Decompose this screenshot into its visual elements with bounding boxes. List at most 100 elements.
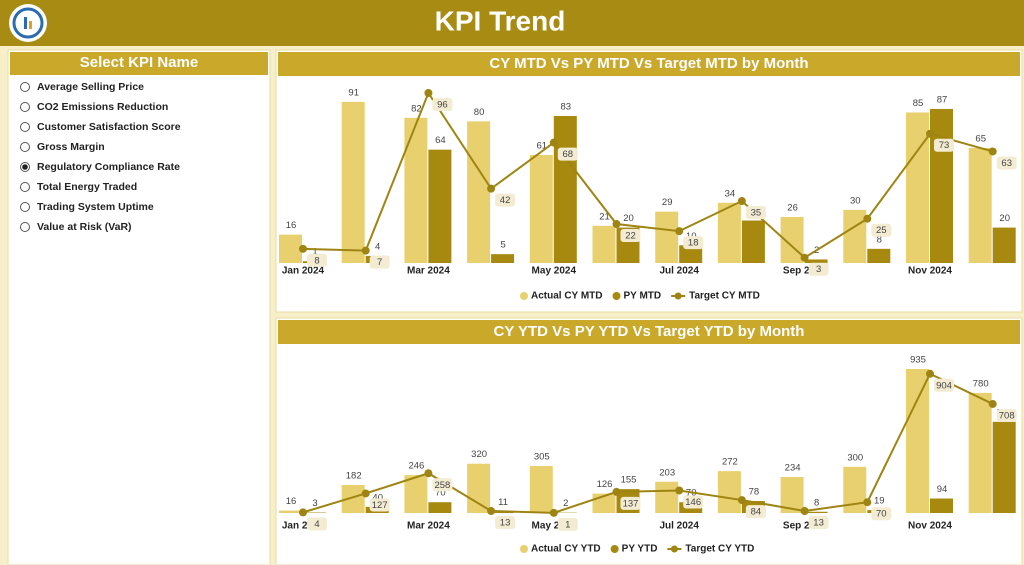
data-label: 11: [498, 497, 508, 508]
target-marker: [926, 369, 934, 378]
radio-button[interactable]: [20, 142, 30, 152]
data-label: 935: [910, 355, 926, 366]
slicer-option[interactable]: Customer Satisfaction Score: [37, 121, 181, 133]
data-label: 127: [372, 500, 388, 511]
data-label: 8: [814, 497, 819, 508]
x-tick-label: Jul 2024: [659, 521, 699, 532]
label-box: [934, 378, 954, 392]
target-marker: [863, 214, 872, 223]
data-label: 305: [534, 452, 550, 463]
data-label: 83: [561, 102, 572, 113]
bar: [780, 476, 804, 513]
logo-bar: [29, 21, 32, 29]
bar: [968, 147, 992, 263]
data-label: 19: [874, 496, 885, 507]
radio-button[interactable]: [20, 222, 30, 232]
data-label: 203: [659, 467, 675, 478]
data-label: 40: [372, 492, 383, 503]
data-label: 85: [913, 98, 924, 109]
data-label: 30: [850, 195, 861, 206]
data-label: 35: [751, 208, 762, 219]
data-label: 25: [876, 225, 887, 236]
label-box: [808, 515, 829, 529]
chart-header: [278, 52, 1020, 76]
bar: [992, 227, 1016, 263]
target-marker: [487, 184, 496, 193]
data-label: 137: [623, 498, 639, 509]
label-box: [495, 515, 516, 529]
slicer-option[interactable]: Average Selling Price: [37, 81, 144, 93]
slicer-panel: [7, 49, 271, 565]
label-box: [620, 496, 641, 510]
data-label: 234: [785, 462, 801, 473]
legend-marker: [610, 545, 619, 553]
label-box: [307, 517, 327, 531]
data-label: 94: [937, 484, 948, 495]
legend-label: PY MTD: [624, 291, 662, 302]
bar: [467, 463, 491, 513]
label-box: [683, 236, 704, 250]
data-label: 96: [437, 100, 448, 111]
data-label: 2: [563, 498, 568, 509]
data-label: 22: [625, 231, 636, 242]
data-label: 258: [434, 480, 450, 491]
bar: [968, 392, 992, 513]
slicer-option[interactable]: Trading System Uptime: [37, 201, 154, 213]
radio-button[interactable]: [20, 102, 30, 112]
data-label: 320: [471, 449, 487, 460]
radio-button[interactable]: [20, 202, 30, 212]
bar: [906, 369, 929, 513]
data-label: 155: [621, 475, 637, 486]
data-label: 13: [813, 518, 824, 529]
data-label: 16: [286, 220, 297, 231]
radio-button[interactable]: [20, 122, 30, 132]
slicer-option[interactable]: Total Energy Traded: [37, 181, 137, 193]
bar: [655, 211, 679, 263]
label-box: [808, 262, 829, 276]
label-box: [620, 229, 641, 243]
target-marker: [612, 220, 621, 229]
legend-label: Target CY YTD: [685, 544, 754, 555]
data-label: 73: [939, 140, 950, 151]
label-box: [557, 517, 578, 531]
bar: [529, 154, 553, 263]
data-label: 4: [375, 241, 380, 252]
slicer-option[interactable]: CO2 Emissions Reduction: [37, 101, 168, 113]
bar: [592, 225, 616, 263]
data-label: 8: [877, 234, 882, 245]
data-label: 246: [408, 461, 424, 472]
data-label: 34: [725, 188, 736, 199]
target-line: [302, 372, 994, 514]
chart-title: CY YTD Vs PY YTD Vs Target YTD by Month: [494, 323, 805, 340]
label-box: [683, 495, 704, 509]
data-label: 80: [474, 107, 485, 118]
data-label: 18: [688, 238, 699, 249]
target-marker: [988, 147, 997, 156]
data-label: 5: [500, 240, 505, 251]
label-box: [934, 138, 954, 152]
data-label: 1: [565, 519, 570, 530]
slicer-option[interactable]: Gross Margin: [37, 141, 105, 153]
bar: [279, 234, 302, 263]
bar: [906, 112, 929, 264]
bar: [404, 475, 428, 513]
label-box: [871, 507, 892, 521]
radio-button[interactable]: [20, 82, 30, 92]
label-box: [745, 505, 766, 519]
bar: [553, 116, 577, 263]
slicer-option[interactable]: Regulatory Compliance Rate: [37, 161, 180, 173]
bar: [717, 471, 741, 513]
slicer-option[interactable]: Value at Risk (VaR): [37, 221, 132, 233]
x-tick-label: May 2024: [532, 266, 577, 277]
bar: [843, 466, 867, 513]
data-label: 91: [348, 87, 359, 98]
data-label: 708: [999, 410, 1015, 421]
slicer-list: Average Selling Price CO2 Emissions Reduc…: [20, 81, 181, 233]
radio-button[interactable]: [20, 182, 30, 192]
bar: [867, 248, 891, 263]
x-tick-label: May 2024: [532, 521, 577, 532]
target-marker: [863, 498, 872, 507]
label-box: [307, 253, 327, 267]
bar: [679, 245, 703, 263]
